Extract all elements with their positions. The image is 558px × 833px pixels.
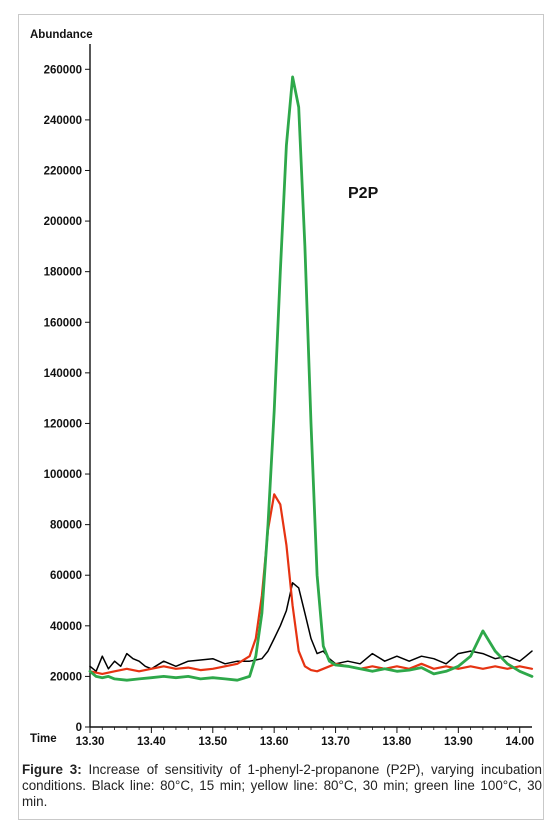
- figure-frame: [18, 14, 544, 820]
- x-tick-label: 13.30: [76, 736, 105, 748]
- y-tick-label: 120000: [44, 418, 82, 430]
- x-tick-label: 14.00: [505, 736, 534, 748]
- y-tick-label: 80000: [50, 520, 82, 532]
- peak-annotation: P2P: [348, 185, 379, 202]
- series-line-1: [89, 582, 533, 673]
- y-tick-label: 20000: [50, 671, 82, 683]
- figure-caption-label: Figure 3:: [22, 762, 82, 777]
- y-tick-label: 220000: [44, 165, 82, 177]
- series-line-2: [88, 493, 534, 676]
- x-tick-label: 13.70: [321, 736, 350, 748]
- y-tick-label: 160000: [44, 317, 82, 329]
- y-tick-label: 200000: [44, 216, 82, 228]
- y-tick-label: 140000: [44, 368, 82, 380]
- y-tick-label: 100000: [44, 469, 82, 481]
- y-axis-label: Abundance: [30, 29, 93, 41]
- x-tick-label: 13.50: [198, 736, 227, 748]
- x-axis-label: Time: [30, 733, 57, 745]
- y-tick-label: 180000: [44, 267, 82, 279]
- x-tick-label: 13.40: [137, 736, 166, 748]
- y-tick-label: 240000: [44, 115, 82, 127]
- figure-caption-text: Increase of sensitivity of 1-phenyl-2-pr…: [22, 762, 542, 809]
- y-tick-label: 60000: [50, 570, 82, 582]
- y-tick-label: 260000: [44, 64, 82, 76]
- figure-caption: Figure 3: Increase of sensitivity of 1-p…: [22, 762, 542, 810]
- x-tick-label: 13.90: [444, 736, 473, 748]
- y-tick-label: 40000: [50, 621, 82, 633]
- chart-axes: 0 20000 40000 60000 80000 100000 120000 140000 1…: [44, 44, 534, 748]
- chart-series: [88, 75, 534, 682]
- x-tick-label: 13.60: [260, 736, 289, 748]
- chromatogram-chart: 0 20000 40000 60000 80000 100000 120000 140000 1…: [30, 29, 534, 748]
- x-tick-label: 13.80: [383, 736, 412, 748]
- series-line-3: [88, 75, 534, 682]
- y-tick-label: 0: [76, 722, 82, 734]
